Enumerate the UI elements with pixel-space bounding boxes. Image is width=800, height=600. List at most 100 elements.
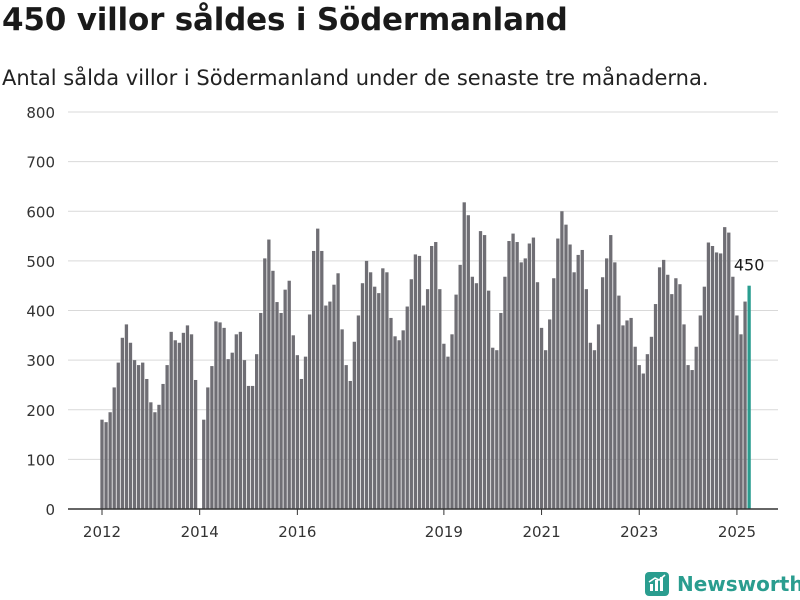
bar [727, 232, 731, 509]
bar [291, 335, 295, 509]
bar [706, 242, 711, 509]
x-tick-label: 2025 [718, 523, 756, 541]
bar [641, 373, 645, 509]
bar-chart: 0 100 200 300 400 500 600 700 800 2012 2014 2016 201… [26, 104, 778, 541]
bar [535, 282, 540, 509]
bar [316, 228, 320, 509]
bar [633, 346, 637, 509]
bar [531, 237, 536, 510]
bar [454, 294, 458, 509]
bar [657, 267, 662, 509]
bar [283, 289, 287, 509]
y-tick-label: 400 [26, 303, 55, 321]
bar [377, 293, 381, 509]
bar [234, 334, 238, 509]
bar [141, 362, 145, 509]
bar [100, 419, 104, 509]
bar [336, 273, 340, 509]
y-tick-label: 300 [26, 352, 55, 370]
bar [311, 250, 316, 509]
bar [214, 321, 218, 509]
bar [503, 276, 507, 509]
bar [662, 259, 666, 509]
bar [425, 289, 430, 509]
bar [169, 331, 173, 509]
bar [161, 383, 165, 509]
bar [157, 404, 161, 509]
bar [653, 304, 658, 509]
bar [523, 258, 527, 509]
bar [617, 295, 621, 509]
bar [670, 294, 674, 509]
bar [580, 249, 584, 509]
y-tick-label: 600 [26, 203, 55, 221]
bar [267, 239, 271, 510]
page-title: 450 villor såldes i Södermanland [2, 2, 568, 38]
bar [515, 242, 519, 509]
bar [373, 286, 377, 509]
bar [360, 283, 365, 509]
bar [710, 245, 715, 510]
bar [104, 422, 108, 509]
y-tick-label: 700 [26, 154, 55, 172]
bar [556, 238, 560, 510]
bar [723, 227, 727, 509]
bar [552, 278, 556, 509]
bar [421, 305, 426, 509]
bar [328, 301, 332, 509]
bar [173, 340, 177, 509]
bar [120, 337, 124, 509]
bar [124, 324, 129, 509]
bar [637, 365, 641, 509]
bar [401, 330, 405, 509]
bar [149, 402, 153, 509]
y-tick-label: 200 [26, 402, 55, 420]
y-tick-label: 800 [26, 104, 55, 122]
x-tick-label: 2016 [278, 523, 316, 541]
bar [564, 224, 568, 509]
bar [185, 325, 190, 509]
bar [735, 315, 739, 509]
page-subtitle: Antal sålda villor i Södermanland under … [2, 66, 709, 90]
bar [259, 312, 263, 509]
bar [690, 370, 694, 509]
bar [495, 350, 499, 509]
brand-logo[interactable]: Newsworthy [644, 571, 800, 597]
bar [193, 379, 198, 509]
newsworthy-logo-icon [645, 572, 669, 596]
bar [478, 231, 483, 509]
x-tick-label: 2014 [181, 523, 219, 541]
bar [605, 258, 609, 509]
bar [739, 334, 743, 509]
bar [324, 305, 328, 509]
bar [246, 385, 251, 509]
bar [202, 419, 206, 509]
bar [364, 260, 369, 510]
bar [466, 215, 470, 509]
bar [279, 312, 283, 509]
bar [600, 277, 605, 509]
bar [165, 365, 169, 509]
bar [255, 354, 259, 509]
bar [666, 274, 670, 509]
bar [332, 284, 336, 509]
bar [645, 354, 650, 509]
x-tick-label: 2012 [83, 523, 121, 541]
bar [112, 387, 116, 509]
x-tick-label: 2021 [522, 523, 560, 541]
bar [438, 289, 442, 509]
bar [613, 262, 617, 509]
bar [263, 258, 267, 509]
bar [128, 342, 133, 509]
bar [714, 252, 719, 509]
bar [287, 280, 291, 509]
bar [519, 262, 523, 509]
bar [592, 350, 597, 509]
bar [572, 272, 576, 509]
bar [381, 268, 385, 509]
bar [348, 380, 352, 509]
bar [442, 343, 446, 509]
bar [584, 289, 588, 509]
bar [702, 286, 707, 509]
bar [250, 385, 255, 509]
